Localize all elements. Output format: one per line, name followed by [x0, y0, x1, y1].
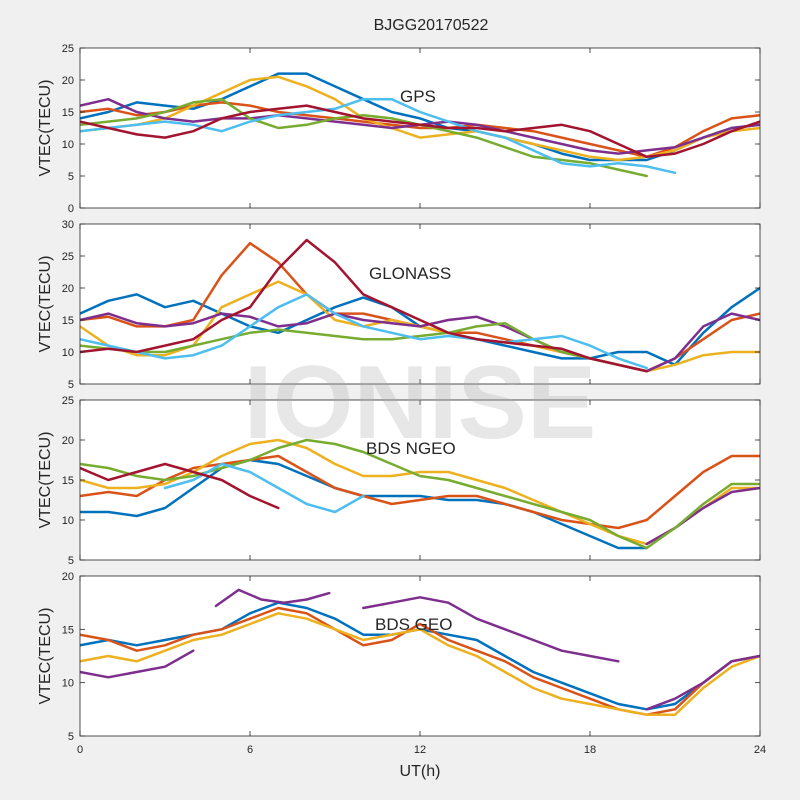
y-tick-label: 15 — [62, 315, 74, 327]
panel-label: GLONASS — [369, 264, 451, 283]
series-line — [163, 462, 365, 514]
x-tick-label: 18 — [584, 744, 596, 756]
series-line — [80, 97, 677, 175]
series-line — [80, 72, 760, 162]
series-line — [80, 238, 648, 373]
y-tick-label: 10 — [62, 347, 74, 359]
y-tick-label: 15 — [62, 107, 74, 119]
x-tick-label: 24 — [754, 744, 766, 756]
x-tick-label: 0 — [77, 744, 83, 756]
series-line — [80, 612, 760, 716]
y-tick-label: 5 — [68, 555, 74, 567]
y-tick-label: 15 — [62, 475, 74, 487]
y-tick-label: 30 — [62, 219, 74, 231]
panel-label: BDS NGEO — [366, 439, 456, 458]
y-tick-label: 20 — [62, 435, 74, 447]
series-group — [80, 72, 760, 178]
x-tick-label: 12 — [414, 744, 426, 756]
y-tick-label: 5 — [68, 379, 74, 391]
panel-1: 5 10 15 20 25 30 VTEC(TECU) GLONASS — [37, 219, 761, 391]
series-line — [214, 588, 331, 608]
y-tick-label: 10 — [62, 515, 74, 527]
y-axis-label: VTEC(TECU) — [37, 256, 54, 353]
panel-label: GPS — [400, 87, 436, 106]
plot-area — [80, 224, 760, 384]
series-line — [80, 293, 648, 370]
y-tick-label: 5 — [68, 171, 74, 183]
series-line — [645, 654, 760, 711]
panel-2: 5 10 15 20 25 VTEC(TECU) BDS NGEO — [37, 395, 761, 567]
panel-label: BDS GEO — [375, 615, 452, 634]
series-line — [80, 462, 280, 510]
y-tick-label: 25 — [62, 251, 74, 263]
y-tick-label: 15 — [62, 624, 74, 636]
series-line — [80, 649, 195, 679]
watermark-text: IONISE — [244, 345, 597, 461]
series-group — [80, 238, 760, 373]
y-tick-label: 25 — [62, 43, 74, 55]
y-axis-label: VTEC(TECU) — [37, 608, 54, 705]
series-line — [80, 438, 760, 550]
x-axis-label: UT(h) — [400, 763, 441, 780]
y-tick-label: 0 — [68, 203, 74, 215]
y-tick-label: 20 — [62, 283, 74, 295]
y-axis-label: VTEC(TECU) — [37, 432, 54, 529]
figure-title: BJGG20170522 — [374, 17, 489, 34]
series-line — [80, 454, 760, 530]
y-tick-label: 25 — [62, 395, 74, 407]
panel-3: 5 10 15 20 0 6 12 18 24 VTEC(TECU) BDS GEO UT(h) — [37, 571, 766, 780]
x-tick-label: 6 — [247, 744, 253, 756]
y-tick-label: 20 — [62, 75, 74, 87]
y-tick-label: 10 — [62, 139, 74, 151]
y-tick-label: 20 — [62, 571, 74, 583]
series-line — [80, 104, 760, 159]
y-tick-label: 5 — [68, 731, 74, 743]
y-axis-label: VTEC(TECU) — [37, 80, 54, 177]
panel-0: 0 5 10 15 20 25 VTEC(TECU) GPS — [37, 43, 761, 215]
series-line — [362, 596, 620, 663]
series-group — [80, 588, 760, 716]
series-group — [80, 438, 760, 550]
y-tick-label: 10 — [62, 678, 74, 690]
